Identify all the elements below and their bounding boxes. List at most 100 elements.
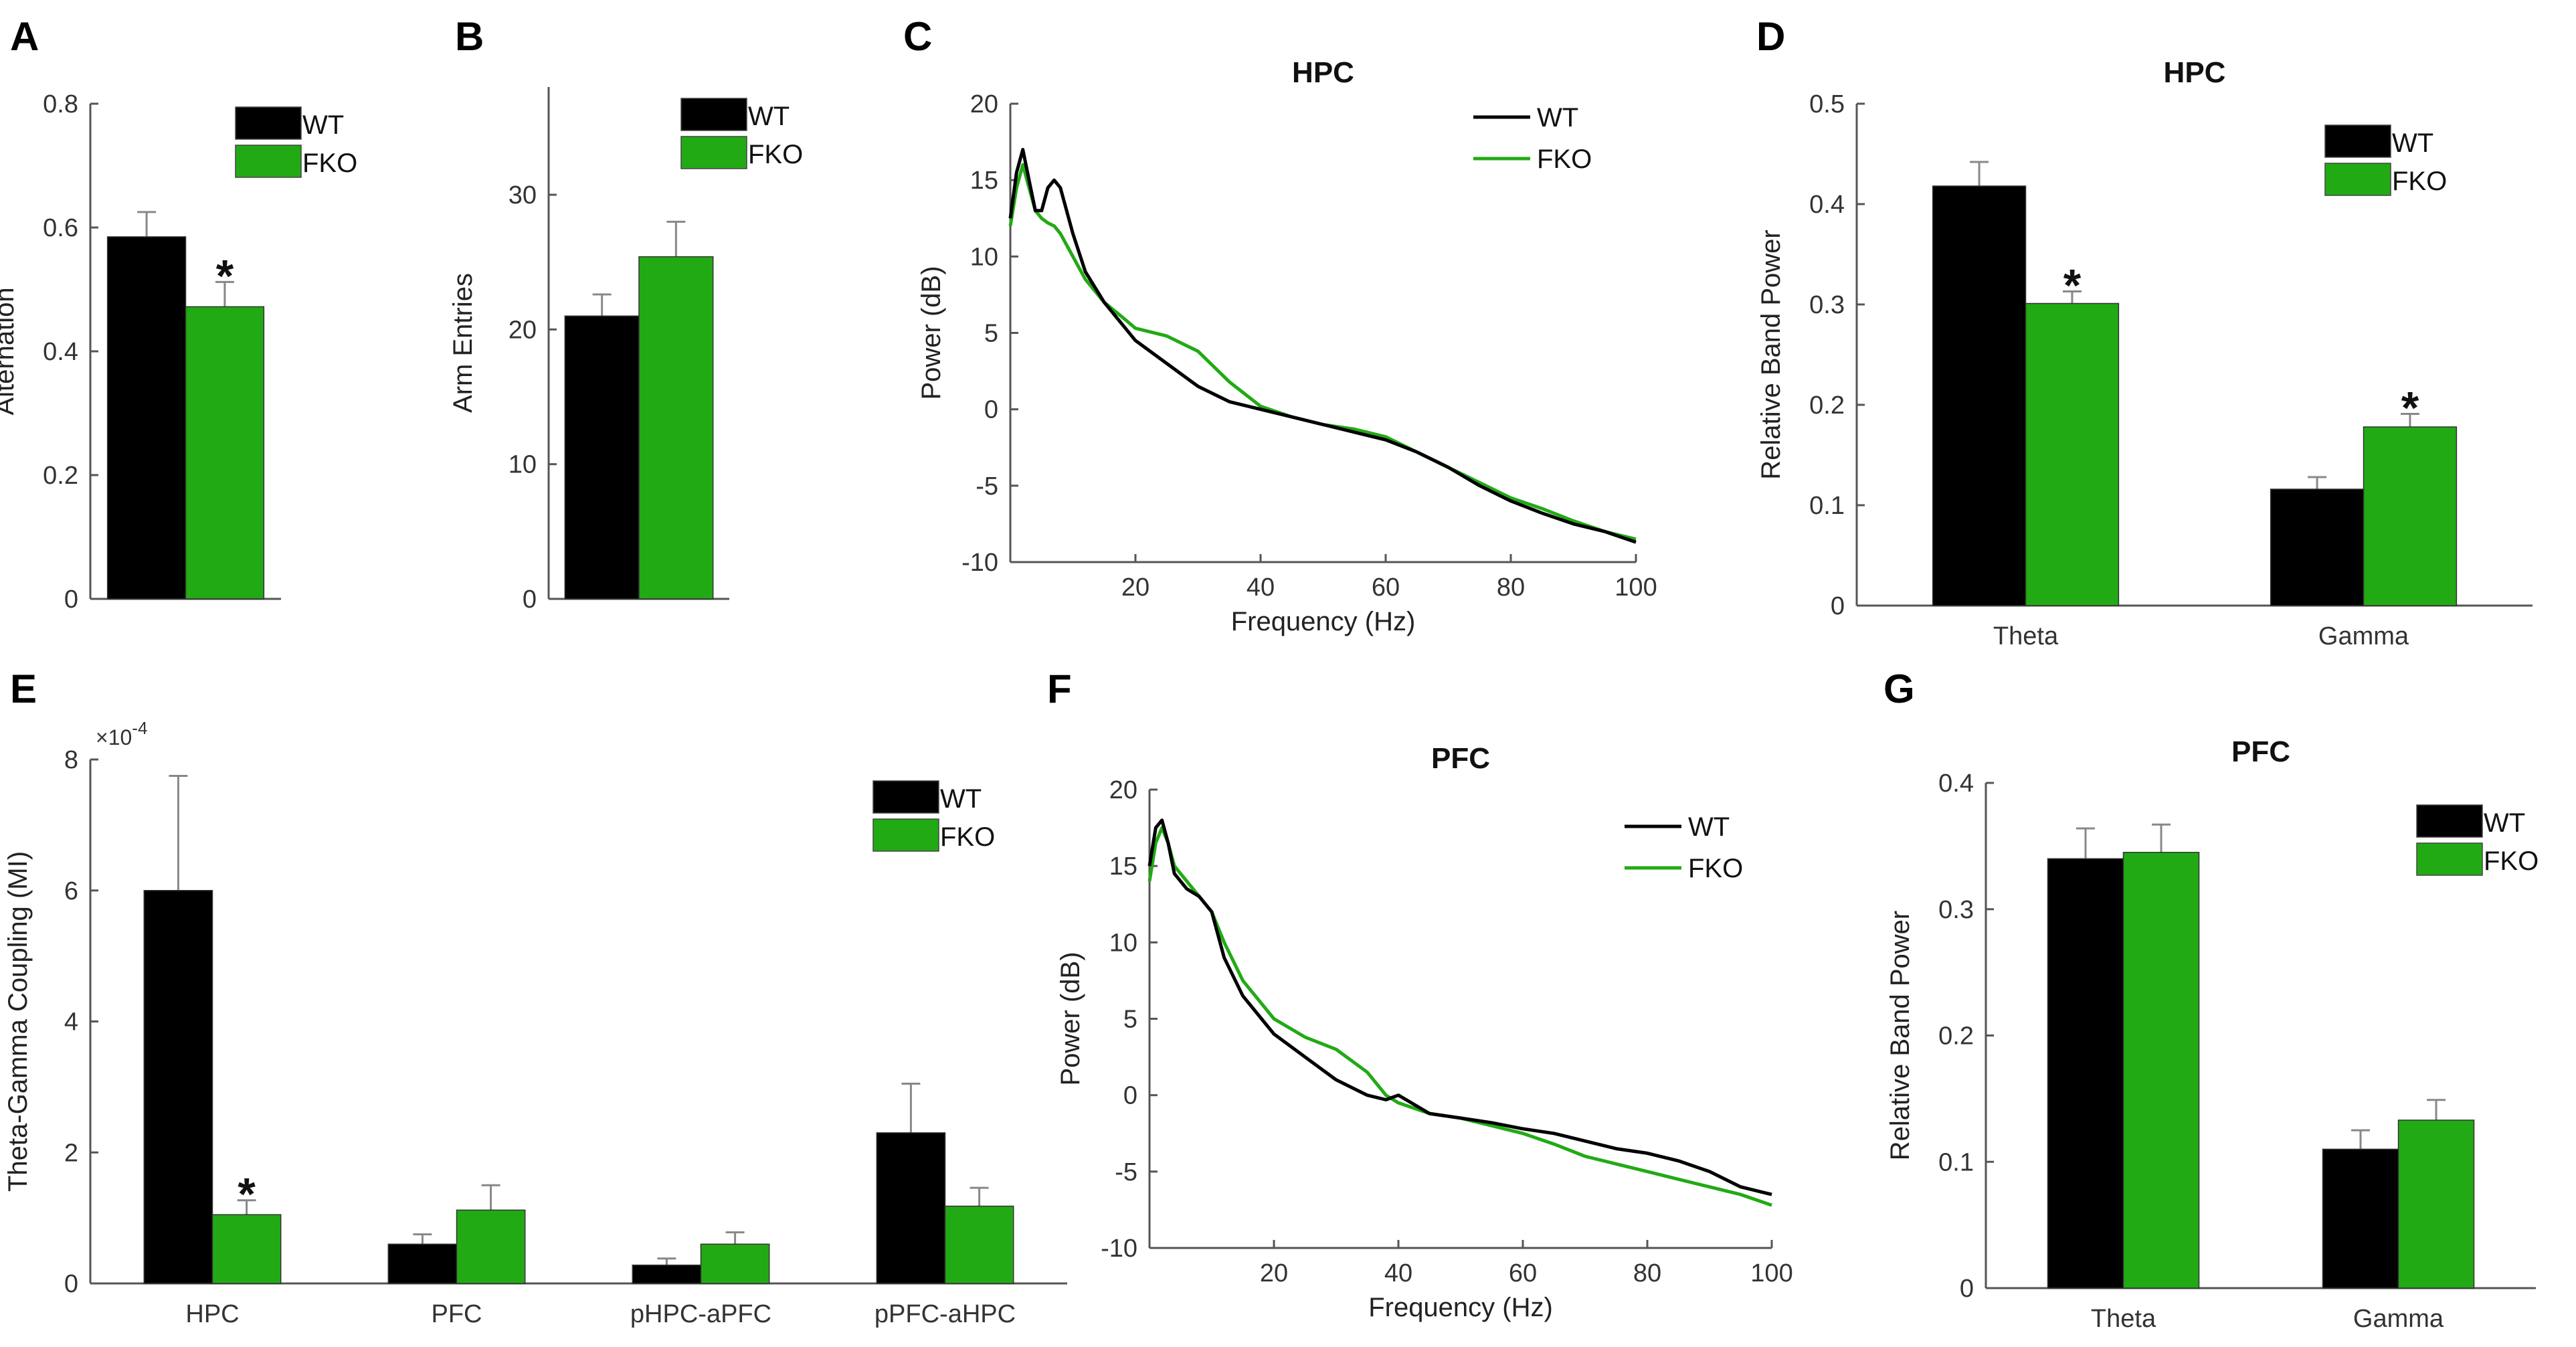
legend-swatch-wt	[680, 98, 747, 131]
y-tick-label: -10	[961, 549, 998, 577]
x-tick-label: 80	[1633, 1259, 1661, 1287]
legend-label-wt: WT	[2484, 808, 2525, 838]
legend-label-wt: WT	[1688, 812, 1730, 842]
y-tick-label: 0	[64, 586, 78, 614]
y-tick-label: 0.1	[1938, 1148, 1974, 1176]
y-tick-label: 0	[1831, 592, 1845, 620]
y-tick-label: 0.2	[1809, 391, 1845, 420]
legend-label-wt: WT	[302, 110, 344, 140]
panel-e: E 0 2 4 6 8 Theta-Gamma Coupling (MI) ×10-4 WT FK…	[3, 666, 1067, 1328]
y-axis-label: Alternation	[0, 287, 19, 415]
bar-fko	[456, 1209, 526, 1284]
chart-title: PFC	[2231, 735, 2290, 768]
legend-label-wt: WT	[748, 102, 790, 131]
x-tick-label: HPC	[185, 1300, 239, 1328]
y-tick-label: 0.3	[1938, 896, 1974, 924]
series-line-fko	[1008, 163, 1637, 541]
y-tick-label: 0.8	[43, 90, 78, 118]
y-tick-label: 0.6	[43, 214, 78, 242]
series-line-wt	[1147, 818, 1772, 1196]
y-tick-label: 30	[509, 181, 537, 209]
y-tick-label: 0	[984, 396, 998, 424]
y-tick-label: 0.3	[1809, 291, 1845, 319]
bar-fko	[211, 1214, 282, 1284]
panel-f: F PFC -10 -5 0 5 10 15 20 Power (dB) WT FKO 20 40 60 80…	[1047, 666, 1793, 1322]
panel-letter: E	[10, 666, 37, 711]
series-line-wt	[1008, 148, 1637, 544]
legend-swatch-fko	[2416, 842, 2483, 876]
y-tick-label: 0.4	[43, 338, 78, 366]
x-tick-label: PFC	[432, 1300, 482, 1328]
legend-swatch-wt	[2324, 124, 2391, 158]
significance-star: *	[2401, 383, 2419, 434]
chart-title: HPC	[2164, 56, 2226, 89]
y-tick-label: 0.1	[1809, 492, 1845, 520]
x-axis-label: Frequency (Hz)	[1368, 1293, 1553, 1322]
panel-g: G PFC 0 0.1 0.2 0.3 0.4 Relative Band Power WT FK…	[1883, 666, 2539, 1333]
y-axis-label: Power (dB)	[1056, 952, 1085, 1085]
y-tick-label: 0	[1123, 1082, 1137, 1110]
bar-wt	[106, 236, 187, 600]
y-exponent-label: ×10-4	[96, 718, 147, 749]
x-tick-label: 20	[1260, 1259, 1288, 1287]
bar-fko	[700, 1243, 770, 1284]
y-tick-label: -5	[976, 472, 998, 501]
y-tick-label: 20	[509, 316, 537, 344]
y-tick-label: 0	[64, 1270, 78, 1298]
bar-fko	[638, 256, 714, 600]
significance-star: *	[238, 1169, 256, 1220]
x-tick-label: 40	[1384, 1259, 1412, 1287]
bar-wt	[143, 890, 213, 1284]
bar-fko	[2122, 852, 2200, 1289]
significance-star: *	[2063, 260, 2082, 311]
x-tick-label: Theta	[2091, 1305, 2156, 1333]
bar-fko	[185, 306, 265, 600]
x-tick-label: 60	[1509, 1259, 1537, 1287]
y-exponent-base: ×10	[96, 725, 132, 749]
legend-label-fko: FKO	[1688, 854, 1743, 883]
panel-c: C HPC -10 -5 0 5 10 15 20 Power (dB) WT FKO 20 40 60 80…	[903, 14, 1657, 636]
legend-swatch-fko	[872, 818, 939, 852]
x-tick-label: Theta	[1993, 622, 2059, 650]
x-axis-label: Frequency (Hz)	[1231, 607, 1416, 636]
legend-label-wt: WT	[1537, 103, 1578, 132]
y-tick-label: 0	[1960, 1275, 1974, 1303]
y-tick-label: 0.2	[43, 462, 78, 490]
bar-wt	[387, 1243, 458, 1284]
bar-fko	[2363, 426, 2458, 606]
legend-swatch-fko	[2324, 163, 2391, 196]
x-tick-label: 60	[1372, 573, 1400, 602]
x-tick-label: 20	[1121, 573, 1149, 602]
bar-wt	[2047, 858, 2124, 1289]
y-tick-label: 5	[1123, 1006, 1137, 1034]
x-tick-label: Gamma	[2318, 622, 2409, 650]
series-line-fko	[1147, 826, 1772, 1207]
panel-b: B 0 10 20 30 Arm Entries WT FKO	[448, 14, 803, 614]
bar-wt	[632, 1264, 702, 1284]
legend-label-fko: FKO	[1537, 145, 1592, 174]
panel-a: A 0 0.2 0.4 0.6 0.8 Alternation WT FKO *	[0, 14, 357, 614]
y-tick-label: 0.4	[1809, 191, 1845, 219]
panel-letter: D	[1756, 14, 1785, 59]
y-axis-label: Relative Band Power	[1756, 230, 1786, 480]
legend-swatch-wt	[2416, 804, 2483, 838]
x-tick-label: pHPC-aPFC	[630, 1300, 771, 1328]
y-tick-label: 20	[970, 90, 998, 118]
y-tick-label: -5	[1115, 1158, 1137, 1186]
x-tick-label: pPFC-aHPC	[875, 1300, 1016, 1328]
y-tick-label: 2	[64, 1139, 78, 1167]
significance-star: *	[216, 250, 234, 301]
legend-label-wt: WT	[2392, 128, 2433, 158]
bar-wt	[2322, 1148, 2399, 1289]
y-exponent-power: -4	[132, 718, 147, 738]
bar-fko	[944, 1205, 1014, 1284]
panel-letter: F	[1047, 666, 1072, 711]
panel-letter: G	[1883, 666, 1915, 711]
y-tick-label: 15	[970, 167, 998, 195]
panel-d: D HPC 0 0.1 0.2 0.3 0.4 0.5 Relative Band Power W…	[1756, 14, 2533, 650]
legend-label-wt: WT	[940, 784, 982, 814]
y-tick-label: 0.2	[1938, 1022, 1974, 1051]
bar-wt	[2270, 488, 2365, 606]
legend-label-fko: FKO	[748, 140, 803, 169]
y-axis-label: Power (dB)	[917, 266, 946, 399]
